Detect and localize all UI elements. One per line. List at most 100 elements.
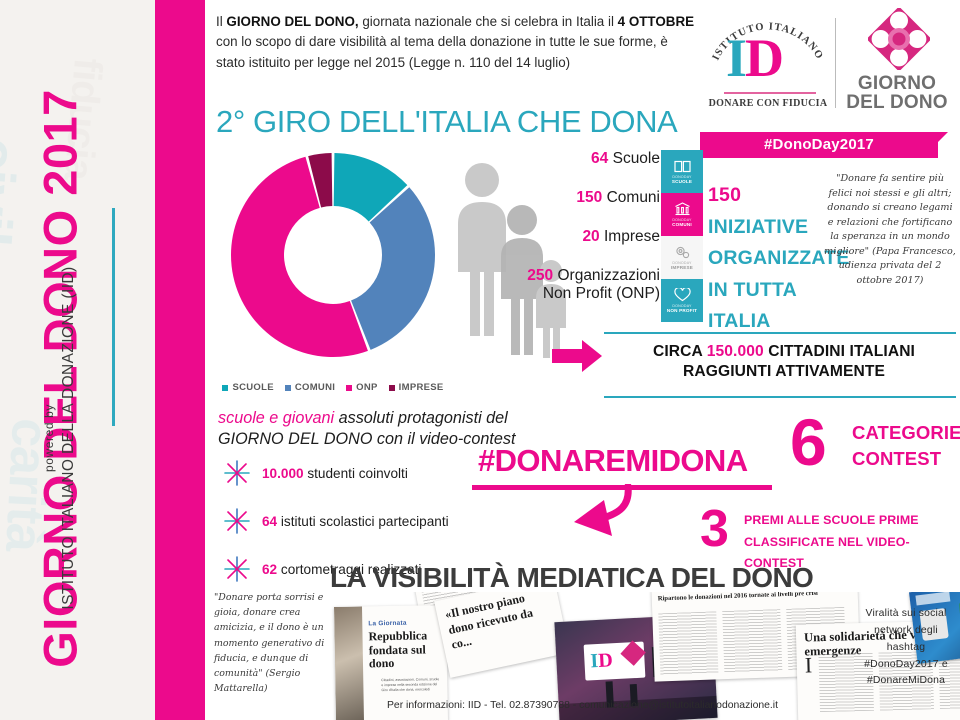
badge-bottom-label: SCUOLE (671, 178, 693, 184)
visibilita-title: LA VISIBILITÀ MEDIATICA DEL DONO (330, 562, 814, 593)
gdd-line1: GIORNO (857, 73, 937, 94)
list-item-text: 62 cortometraggi realizzati (262, 562, 421, 577)
circa-post: CITTADINI ITALIANI (763, 343, 915, 360)
list-item-text: 10.000 studenti coinvolti (262, 466, 408, 481)
intro-bold1: GIORNO DEL DONO, (226, 14, 359, 29)
list-item-label: studenti coinvolti (303, 465, 408, 481)
book-icon (673, 160, 691, 173)
social-line2: network degli (874, 624, 938, 636)
heart-icon (673, 287, 691, 302)
scuole-giovani-highlight: scuole e giovani (218, 409, 335, 427)
three-line2: CLASSIFICATE NEL VIDEO-CONTEST (744, 534, 910, 571)
social-line4: #DonoDay2017 e (864, 658, 948, 670)
bullet-list: 10.000 studenti coinvolti 64 istituti sc… (222, 455, 512, 599)
iniziative-number: 150 (708, 184, 742, 206)
list-item-number: 10.000 (262, 465, 304, 481)
six-line2: CONTEST (852, 448, 942, 470)
pink-strip (155, 0, 205, 720)
circa-pre: CIRCA (653, 343, 707, 360)
list-item-label: istituti scolastici partecipanti (277, 513, 449, 529)
gdd-logo: GIORNO DEL DONO (842, 4, 950, 126)
social-virality-text: Viralità sui social network degli hashta… (852, 606, 960, 690)
intro-part1: Il (216, 14, 227, 29)
stat-label: Organizzazioni (553, 266, 660, 284)
six-line1: CATEGORIE (852, 422, 960, 443)
gdd-wordmark: GIORNO DEL DONO (842, 74, 952, 113)
badge-comuni: DONODAY COMUNI (661, 193, 703, 236)
legend-item-scuole: SCUOLE (222, 382, 274, 393)
asterisk-icon (222, 554, 252, 584)
badge-imprese: DONODAY IMPRESE (661, 236, 703, 279)
gdd-diamond-icon (866, 6, 932, 72)
badge-bottom-label: IMPRESE (670, 265, 694, 270)
badge-top-label: DONODAY (672, 218, 692, 222)
social-line3: hashtag (886, 641, 926, 653)
scuole-giovani-line: scuole e giovani assoluti protagonisti d… (218, 408, 518, 449)
social-line1: Viralità sui social (865, 608, 947, 619)
three-number: 3 (700, 500, 729, 558)
asterisk-icon (222, 506, 252, 536)
iid-arc-svg: ISTITUTO ITALIANO DONAZIONE (701, 2, 825, 65)
badge-non-profit: DONODAY NON PROFIT (661, 279, 703, 322)
donut-slice-comuni (351, 187, 435, 350)
gdd-line2: DEL DONO (846, 92, 948, 114)
list-item-label: cortometraggi realizzati (277, 561, 422, 577)
circa-number: 150.000 (706, 343, 764, 360)
legend-label: ONP (356, 382, 378, 393)
logo-block: ISTITUTO ITALIANO DONAZIONE ID DONARE CO… (700, 2, 950, 164)
clipping-headline: Repubblica fondata sul dono (368, 628, 428, 671)
left-vertical-banner: GIORNO civile dono carità solidarietà fi… (0, 0, 205, 720)
mattarella-quote-text: "Donare porta sorrisi e gioia, donare cr… (214, 592, 325, 680)
iniziative-line2: ORGANIZZATE (708, 247, 850, 270)
pope-quote-text: "Donare fa sentire più felici noi stessi… (824, 173, 953, 257)
list-item-number: 64 (262, 513, 278, 529)
list-item: 62 cortometraggi realizzati (222, 551, 512, 587)
clipping-headline: «Il nostro piano dono ricevuto da co... (443, 592, 535, 652)
list-item: 10.000 studenti coinvolti (222, 455, 512, 491)
badge-scuole: DONODAY SCUOLE (661, 150, 703, 193)
organization-label: ISTITUTO ITALIANO DELLA DONAZIONE (IID) (60, 266, 77, 610)
bank-building-icon (674, 202, 691, 216)
legend-item-comuni: COMUNI (284, 382, 335, 393)
donut-chart-svg (231, 153, 435, 357)
badge-bottom-label: COMUNI (672, 222, 692, 227)
iid-logo: ISTITUTO ITALIANO DONAZIONE ID DONARE CO… (700, 2, 835, 126)
clipping-nostro-piano: «Il nostro piano dono ricevuto da co... (434, 592, 570, 678)
legend-swatch (388, 384, 395, 391)
people-silhouettes-icon (452, 158, 582, 358)
powered-by-label: powered by (42, 403, 56, 473)
list-item: 64 istituti scolastici partecipanti (222, 503, 512, 539)
scuole-giovani-rest: assoluti protagonisti del (334, 409, 508, 427)
pope-quote: "Donare fa sentire più felici noi stessi… (824, 172, 956, 289)
stat-scuole: 64 Scuole (460, 150, 660, 169)
big-hashtag: #DONAREMIDONA (478, 443, 748, 478)
banner-divider-rule (112, 208, 115, 426)
gears-icon (674, 245, 691, 259)
teal-divider-bottom (604, 396, 956, 398)
hashtag-banner: #DonoDay2017 (700, 132, 948, 158)
iniziative-line3: IN TUTTA ITALIA (708, 278, 797, 333)
iid-letters: ID (726, 28, 784, 88)
badge-bottom-label: NON PROFIT (666, 308, 698, 313)
list-item-text: 64 istituti scolastici partecipanti (262, 514, 449, 529)
legend-item-onp: ONP (346, 382, 378, 393)
list-item-number: 62 (262, 561, 278, 577)
legend-label: IMPRESE (398, 382, 444, 393)
legend-swatch (346, 384, 353, 391)
pope-quote-attribution: (Papa Francesco, udienza privata del 2 o… (838, 245, 956, 287)
three-line1: PREMI ALLE SCUOLE PRIME (744, 513, 919, 527)
footer-contact: Per informazioni: IID - Tel. 02.87390788… (387, 700, 778, 711)
iid-tagline: DONARE CON FIDUCIA (708, 98, 828, 109)
legend-label: SCUOLE (232, 382, 274, 393)
legend-swatch (222, 384, 229, 391)
logo-divider (835, 18, 836, 108)
donut-slice-scuole (333, 153, 408, 222)
mattarella-quote: "Donare porta sorrisi e gioia, donare cr… (214, 590, 334, 697)
donut-slice-imprese (308, 153, 333, 208)
stat-label: Imprese (599, 227, 660, 245)
stat-label: Comuni (602, 188, 660, 206)
clipping-kicker: La Giornata (368, 619, 407, 628)
three-text: PREMI ALLE SCUOLE PRIME CLASSIFICATE NEL… (744, 510, 960, 575)
legend-swatch (284, 384, 291, 391)
